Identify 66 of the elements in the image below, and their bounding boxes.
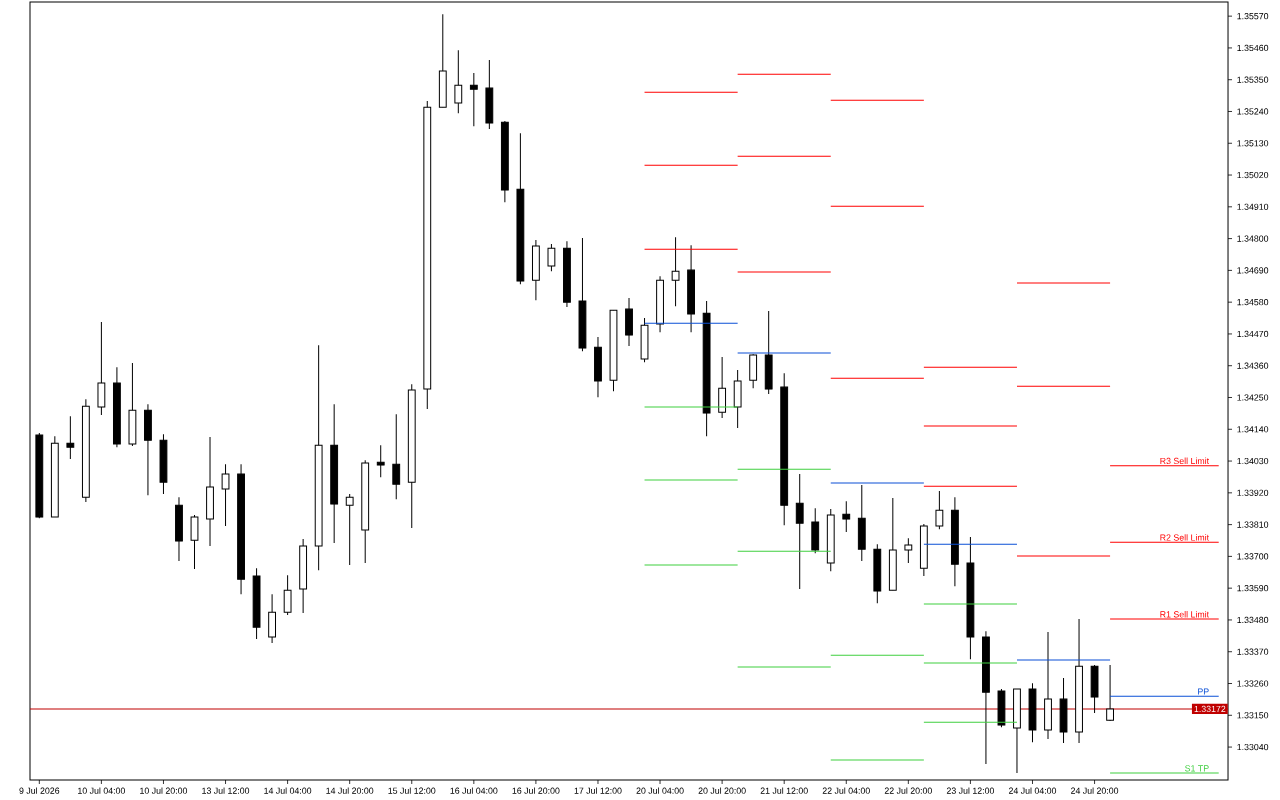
y-tick-label: 1.33260 [1237, 680, 1269, 687]
x-tick-label: 22 Jul 20:00 [884, 787, 932, 794]
y-tick-label: 1.34470 [1237, 330, 1269, 338]
y-tick-label: 1.34360 [1237, 362, 1269, 369]
x-tick-label: 17 Jul 12:00 [574, 787, 622, 794]
x-tick-label: 23 Jul 12:00 [946, 787, 995, 794]
y-tick-label: 1.34580 [1237, 299, 1269, 306]
ref-line-label: 1.33172 [1194, 705, 1226, 713]
candlestick [345, 493, 354, 566]
y-tick-label: 1.33370 [1237, 648, 1269, 655]
candlestick [221, 463, 230, 527]
candlestick [97, 321, 106, 416]
x-tick-label: 24 Jul 04:00 [1008, 787, 1057, 794]
y-tick-label: 1.35020 [1237, 171, 1269, 179]
candlestick [469, 72, 478, 127]
y-tick-label: 1.33590 [1237, 585, 1269, 592]
x-tick-label: 14 Jul 20:00 [326, 787, 374, 794]
y-tick-label: 1.34800 [1237, 235, 1269, 242]
candlestick [190, 514, 199, 570]
series-label: S1 TP [1185, 765, 1209, 772]
candlestick [718, 356, 727, 419]
y-tick-label: 1.35570 [1237, 13, 1269, 20]
candlestick [66, 415, 75, 460]
x-tick-label: 15 Jul 12:00 [388, 787, 436, 794]
y-tick-label: 1.33150 [1237, 712, 1269, 719]
y-tick-label: 1.33040 [1237, 743, 1269, 751]
x-tick-label: 9 Jul 2026 [19, 787, 60, 794]
y-tick-label: 1.35130 [1237, 140, 1269, 147]
x-tick-label: 13 Jul 12:00 [202, 787, 250, 794]
x-tick-label: 10 Jul 20:00 [140, 787, 188, 794]
candlestick [842, 500, 851, 533]
y-tick-label: 1.33810 [1237, 521, 1269, 528]
y-tick-label: 1.35350 [1237, 76, 1269, 83]
candlestick [1106, 664, 1114, 722]
series-label: R1 Sell Limit [1160, 611, 1210, 618]
x-tick-label: 16 Jul 20:00 [512, 787, 560, 794]
candlestick [392, 413, 401, 500]
y-tick-label: 1.35460 [1237, 44, 1269, 52]
candlestick [454, 49, 463, 114]
x-tick-label: 20 Jul 20:00 [698, 787, 746, 794]
y-tick-label: 1.35240 [1237, 108, 1269, 115]
x-tick-label: 16 Jul 04:00 [450, 787, 498, 794]
series-label: R2 Sell Limit [1160, 534, 1210, 541]
y-tick-label: 1.34910 [1237, 203, 1269, 210]
x-tick-label: 21 Jul 12:00 [760, 787, 808, 794]
y-tick-label: 1.34690 [1237, 267, 1269, 274]
x-tick-label: 10 Jul 04:00 [78, 787, 126, 794]
candlestick [671, 236, 680, 307]
series-label: R3 Sell Limit [1160, 457, 1210, 465]
y-tick-label: 1.34030 [1237, 457, 1269, 465]
x-tick-label: 20 Jul 04:00 [636, 787, 684, 794]
candlestick [904, 537, 913, 564]
series-label: PP [1198, 688, 1209, 695]
y-tick-label: 1.33920 [1237, 489, 1269, 496]
candlestick [283, 574, 292, 616]
x-tick-label: 22 Jul 04:00 [822, 787, 870, 794]
x-tick-label: 24 Jul 20:00 [1071, 787, 1119, 794]
x-tick-label: 14 Jul 04:00 [264, 787, 312, 794]
candlestick [376, 444, 385, 478]
y-tick-label: 1.33480 [1237, 616, 1269, 624]
y-tick-label: 1.34140 [1237, 426, 1269, 433]
candlestick [795, 473, 804, 590]
y-tick-label: 1.33700 [1237, 553, 1269, 560]
y-tick-label: 1.34250 [1237, 394, 1269, 401]
candlestick [935, 490, 944, 530]
candlestick [547, 243, 556, 272]
